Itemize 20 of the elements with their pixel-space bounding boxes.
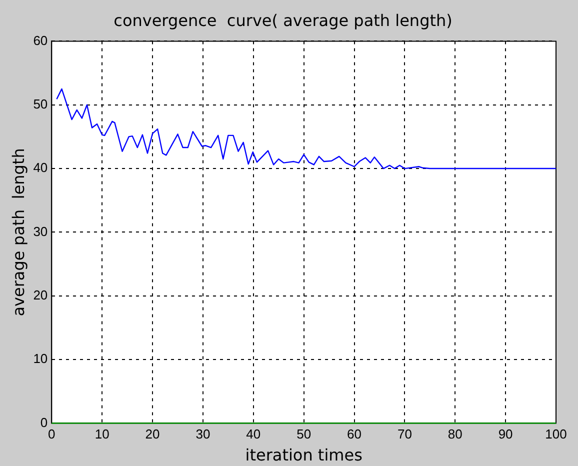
x-tick-label: 20 bbox=[145, 426, 160, 442]
x-tick-label: 80 bbox=[448, 426, 462, 442]
y-tick-label: 0 bbox=[40, 414, 48, 430]
x-tick-label: 30 bbox=[196, 426, 210, 442]
x-tick-label: 40 bbox=[246, 426, 261, 442]
y-tick-label: 60 bbox=[33, 32, 48, 48]
y-tick-label: 10 bbox=[33, 351, 48, 366]
x-tick-label: 50 bbox=[296, 426, 312, 442]
y-tick-label: 40 bbox=[33, 160, 48, 176]
y-tick-label: 50 bbox=[33, 96, 48, 112]
x-tick-label: 90 bbox=[498, 426, 513, 442]
x-axis-title: iteration times bbox=[245, 446, 362, 465]
y-tick-label: 30 bbox=[33, 224, 48, 239]
y-axis-title: average path length bbox=[8, 148, 28, 316]
x-tick-label: 70 bbox=[397, 426, 412, 442]
y-tick-label: 20 bbox=[33, 287, 48, 302]
x-tick-label: 100 bbox=[545, 426, 567, 442]
chart-title: convergence curve( average path length) bbox=[114, 10, 452, 30]
x-tick-label: 10 bbox=[94, 426, 110, 442]
x-tick-label: 60 bbox=[347, 426, 362, 442]
